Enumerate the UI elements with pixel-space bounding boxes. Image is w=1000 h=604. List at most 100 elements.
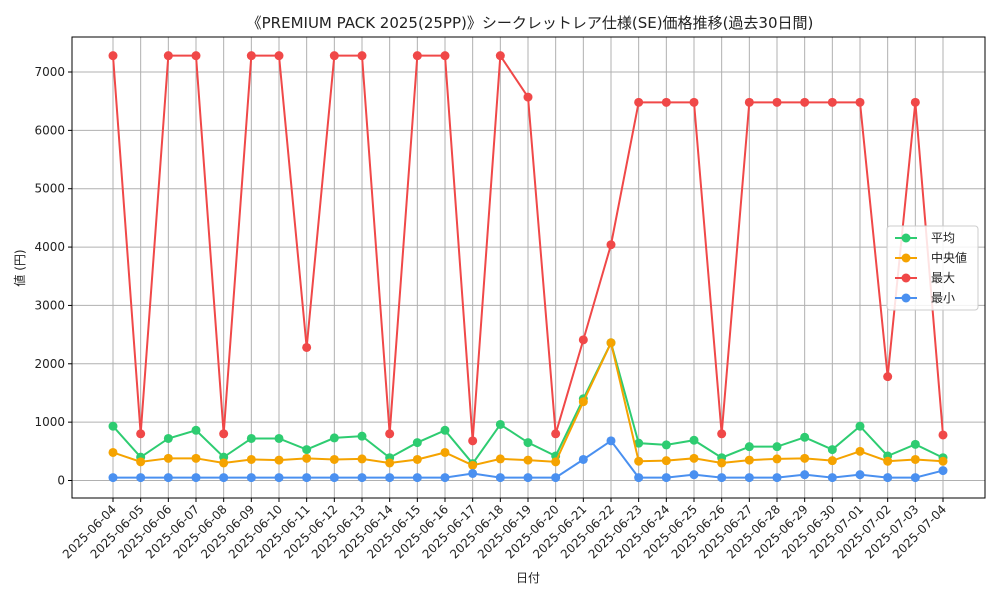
data-point bbox=[136, 473, 146, 483]
data-point bbox=[606, 436, 616, 446]
data-point bbox=[412, 454, 422, 464]
data-point bbox=[827, 445, 837, 455]
data-point bbox=[938, 456, 948, 466]
data-point bbox=[329, 454, 339, 464]
y-tick-label: 2000 bbox=[34, 357, 65, 371]
data-point bbox=[191, 425, 201, 435]
data-point bbox=[772, 473, 782, 483]
data-point bbox=[440, 51, 450, 61]
data-point bbox=[136, 457, 146, 467]
data-point bbox=[661, 440, 671, 450]
y-axis: 0 1000 2000 3000 4000 5000 6000 7000 bbox=[34, 65, 72, 487]
legend-label: 最大 bbox=[931, 271, 955, 285]
legend-label: 中央値 bbox=[931, 250, 967, 265]
data-point bbox=[108, 51, 118, 61]
y-tick-label: 0 bbox=[57, 473, 65, 487]
data-point bbox=[108, 447, 118, 457]
data-point bbox=[744, 455, 754, 465]
data-point bbox=[274, 51, 284, 61]
data-point bbox=[274, 473, 284, 483]
data-point bbox=[302, 453, 312, 463]
data-point bbox=[523, 455, 533, 465]
data-point bbox=[191, 453, 201, 463]
data-point bbox=[302, 342, 312, 352]
data-point bbox=[689, 97, 699, 107]
data-point bbox=[855, 421, 865, 431]
data-point bbox=[606, 240, 616, 250]
data-point bbox=[827, 456, 837, 466]
data-point bbox=[800, 432, 810, 442]
data-point bbox=[800, 97, 810, 107]
data-point bbox=[661, 97, 671, 107]
chart-title: 《PREMIUM PACK 2025(25PP)》シークレットレア仕様(SE)価… bbox=[247, 14, 814, 32]
data-point bbox=[412, 438, 422, 448]
data-point bbox=[136, 429, 146, 439]
data-point bbox=[219, 429, 229, 439]
y-tick-label: 1000 bbox=[34, 415, 65, 429]
data-point bbox=[634, 473, 644, 483]
data-point bbox=[440, 447, 450, 457]
data-point bbox=[800, 470, 810, 480]
data-point bbox=[855, 470, 865, 480]
data-point bbox=[329, 51, 339, 61]
data-point bbox=[883, 456, 893, 466]
data-point bbox=[689, 470, 699, 480]
data-point bbox=[910, 97, 920, 107]
data-point bbox=[910, 473, 920, 483]
legend-item: 平均 bbox=[895, 231, 955, 245]
data-point bbox=[578, 454, 588, 464]
x-axis: 2025-06-042025-06-052025-06-062025-06-07… bbox=[60, 498, 949, 561]
data-point bbox=[551, 473, 561, 483]
data-point bbox=[938, 466, 948, 476]
data-point bbox=[661, 456, 671, 466]
data-point bbox=[855, 446, 865, 456]
data-point bbox=[689, 453, 699, 463]
data-point bbox=[800, 453, 810, 463]
data-point bbox=[246, 454, 256, 464]
data-point bbox=[578, 397, 588, 407]
data-point bbox=[191, 473, 201, 483]
data-point bbox=[661, 473, 671, 483]
legend-item: 中央値 bbox=[895, 250, 967, 265]
data-point bbox=[357, 431, 367, 441]
data-point bbox=[772, 442, 782, 452]
data-point bbox=[163, 433, 173, 443]
data-point bbox=[274, 455, 284, 465]
data-point bbox=[246, 433, 256, 443]
data-point bbox=[883, 473, 893, 483]
data-point bbox=[689, 435, 699, 445]
data-point bbox=[302, 445, 312, 455]
data-point bbox=[357, 51, 367, 61]
series-1 bbox=[108, 338, 948, 470]
series-group bbox=[108, 51, 948, 483]
data-point bbox=[495, 51, 505, 61]
y-tick-label: 5000 bbox=[34, 182, 65, 196]
data-point bbox=[634, 456, 644, 466]
legend-swatch-marker bbox=[901, 233, 911, 243]
data-point bbox=[772, 97, 782, 107]
data-point bbox=[827, 97, 837, 107]
data-point bbox=[551, 457, 561, 467]
data-point bbox=[468, 460, 478, 470]
data-point bbox=[910, 454, 920, 464]
data-point bbox=[523, 92, 533, 102]
data-point bbox=[578, 335, 588, 345]
y-axis-label: 値 (円) bbox=[12, 249, 27, 286]
data-point bbox=[329, 433, 339, 443]
data-point bbox=[163, 51, 173, 61]
data-point bbox=[163, 473, 173, 483]
data-point bbox=[744, 97, 754, 107]
data-point bbox=[606, 338, 616, 348]
data-point bbox=[495, 454, 505, 464]
data-point bbox=[246, 51, 256, 61]
data-point bbox=[440, 425, 450, 435]
data-point bbox=[385, 429, 395, 439]
data-point bbox=[717, 429, 727, 439]
data-point bbox=[302, 473, 312, 483]
data-point bbox=[468, 468, 478, 478]
y-tick-label: 6000 bbox=[34, 123, 65, 137]
series-2 bbox=[108, 51, 948, 446]
data-point bbox=[883, 372, 893, 382]
